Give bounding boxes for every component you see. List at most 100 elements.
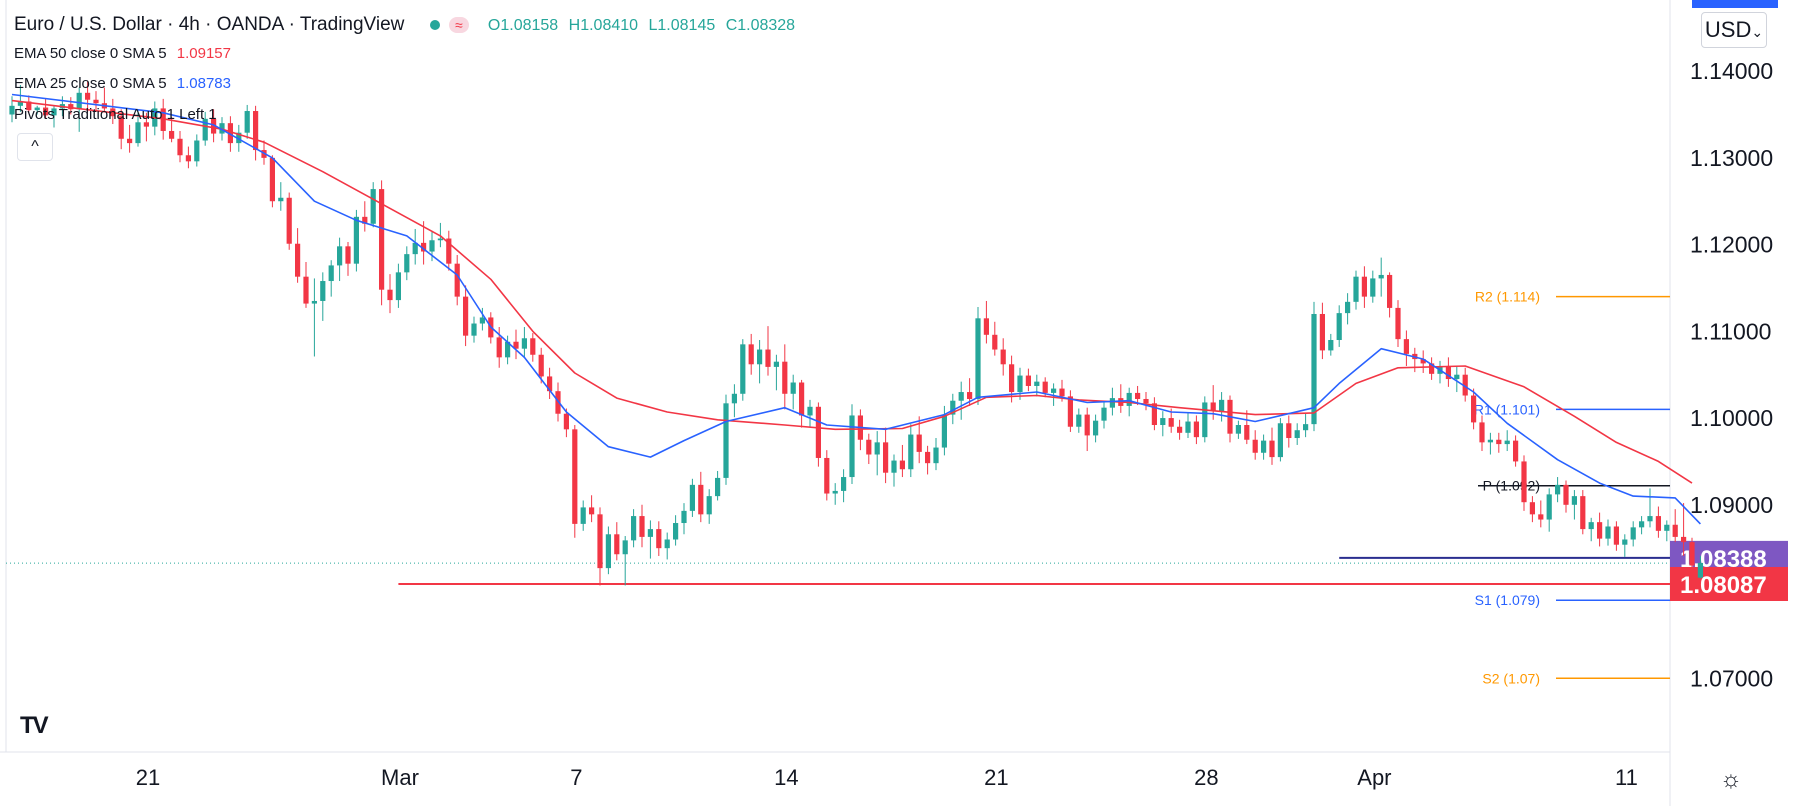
candle-body: [169, 130, 175, 139]
candle-body: [1555, 484, 1561, 495]
candle-body: [1042, 381, 1048, 393]
candle-body: [631, 516, 637, 541]
interval[interactable]: 4h: [178, 14, 200, 35]
currency-selector[interactable]: USD⌄: [1701, 12, 1767, 48]
candle-body: [1538, 514, 1544, 520]
price-tag: [1670, 566, 1788, 601]
candle-body: [1177, 426, 1183, 433]
collapse-legend-button[interactable]: ^: [17, 133, 53, 161]
candle-body: [194, 140, 200, 162]
candle-body: [1429, 363, 1435, 374]
candle-body: [404, 254, 410, 273]
candle-body: [236, 132, 242, 144]
pivot-label: R1 (1.101): [1474, 401, 1540, 417]
candle-body: [1193, 421, 1199, 438]
candle-body: [1571, 496, 1577, 505]
candle-body: [555, 391, 561, 414]
pivot-label: R2 (1.114): [1475, 289, 1540, 305]
candle-body: [1395, 307, 1401, 340]
candle-body: [1370, 278, 1376, 297]
candle-body: [538, 354, 544, 377]
candle-body: [530, 338, 536, 355]
ema25-row[interactable]: EMA 25 close 0 SMA 5 1.08783: [14, 75, 231, 92]
candle-body: [992, 334, 998, 350]
candle-body: [135, 122, 141, 144]
symbol-name[interactable]: Euro / U.S. Dollar: [14, 14, 162, 35]
y-tick-label: 1.13000: [1690, 145, 1773, 171]
candle-body: [521, 338, 527, 349]
candle-body: [866, 439, 872, 455]
pivots-legend[interactable]: Pivots Traditional Auto 1 Left 1: [14, 106, 217, 123]
candle-body: [1025, 375, 1031, 386]
candle-body: [731, 393, 737, 404]
candle-body: [925, 451, 931, 464]
candle-body: [849, 415, 855, 478]
candle-body: [1328, 340, 1334, 351]
candle-body: [269, 157, 275, 202]
candle-body: [1580, 496, 1586, 530]
candle-body: [1387, 274, 1393, 308]
candle-body: [1135, 392, 1141, 399]
y-tick-label: 1.09000: [1690, 492, 1773, 518]
candle-body: [1353, 276, 1359, 302]
candle-body: [757, 349, 763, 365]
candle-body: [597, 514, 603, 569]
candle-body: [1504, 440, 1510, 445]
candle-body: [1361, 276, 1367, 297]
candle-body: [437, 238, 443, 241]
candle-body: [1647, 516, 1653, 522]
x-tick-label: Apr: [1357, 765, 1391, 790]
candle-body: [1269, 440, 1275, 458]
candle-body: [891, 460, 897, 473]
symbol-legend[interactable]: Euro / U.S. Dollar · 4h · OANDA · Tradin…: [14, 14, 801, 36]
candle-body: [43, 107, 49, 116]
candle-body: [1378, 274, 1384, 279]
candle-body: [9, 105, 15, 115]
candle-body: [1588, 522, 1594, 530]
x-tick-label: 21: [136, 765, 160, 790]
candle-body: [874, 442, 880, 455]
candle-body: [1202, 402, 1208, 438]
candle-body: [68, 104, 74, 110]
pivots-label: Pivots Traditional Auto 1 Left 1: [14, 106, 217, 123]
ema50-legend[interactable]: EMA 50 close 0 SMA 5 1.09157: [14, 45, 231, 62]
market-status-icon[interactable]: [429, 19, 440, 30]
candle-body: [1000, 349, 1006, 365]
candle-body: [387, 289, 393, 301]
settings-icon[interactable]: ☼: [1720, 766, 1742, 793]
price-scale-marker: [1692, 0, 1778, 8]
chevron-down-icon: ⌄: [1751, 24, 1764, 40]
candle-body: [950, 400, 956, 415]
candle-body: [1479, 422, 1485, 443]
candle-body: [1563, 484, 1569, 505]
candle-body: [1546, 494, 1552, 520]
candle-body: [681, 510, 687, 524]
candle-body: [1210, 402, 1216, 412]
candle-body: [227, 123, 233, 144]
candle-body: [244, 111, 250, 133]
candle-body: [1219, 399, 1225, 412]
x-tick-label: 21: [984, 765, 1008, 790]
candle-body: [1009, 364, 1015, 393]
candle-body: [580, 507, 586, 524]
candle-body: [311, 300, 317, 304]
high-value: H1.08410: [568, 17, 639, 34]
candle-body: [471, 323, 477, 336]
data-status-icon[interactable]: ≈: [448, 16, 469, 33]
candle-body: [211, 118, 217, 134]
candle-body: [790, 382, 796, 394]
candle-body: [1622, 539, 1628, 545]
candle-body: [1160, 418, 1166, 426]
candle-body: [370, 189, 376, 224]
candle-body: [1143, 398, 1149, 404]
candle-body: [479, 317, 485, 324]
tradingview-logo-icon[interactable]: TV: [20, 712, 49, 739]
y-tick-label: 1.07000: [1690, 665, 1773, 691]
ema50-line: [11, 99, 1693, 484]
candle-body: [698, 484, 704, 515]
broker: OANDA: [216, 14, 284, 35]
ema50-label: EMA 50 close 0 SMA 5: [14, 45, 167, 62]
candle-body: [328, 265, 334, 282]
candle-body: [547, 376, 553, 392]
